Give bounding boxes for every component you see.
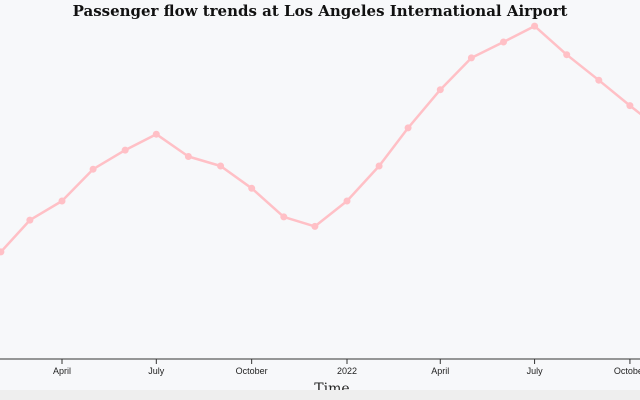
x-tick-label: July <box>527 366 544 376</box>
data-point <box>375 162 383 170</box>
data-point <box>343 197 351 205</box>
data-point <box>184 153 192 160</box>
data-point <box>311 222 319 230</box>
chart-title: Passenger flow trends at Los Angeles Int… <box>72 2 568 20</box>
bottom-scroll-band <box>0 390 640 400</box>
x-tick-label: October <box>236 366 268 376</box>
data-point <box>595 76 603 84</box>
x-tick-label: October <box>614 366 640 376</box>
data-point <box>467 54 475 62</box>
data-point <box>404 124 412 132</box>
data-point <box>121 146 129 154</box>
series-line <box>0 24 640 254</box>
x-tick-label: April <box>53 366 71 376</box>
data-point <box>436 86 444 94</box>
x-tick-label: 2022 <box>337 366 357 376</box>
data-point <box>531 22 539 30</box>
data-point <box>58 197 66 205</box>
data-point <box>152 130 160 138</box>
x-tick-label: July <box>148 366 165 376</box>
data-point <box>0 248 5 256</box>
data-point <box>626 102 634 110</box>
data-point <box>217 162 225 170</box>
data-point <box>26 216 34 224</box>
data-point <box>89 165 97 173</box>
data-point <box>280 213 288 221</box>
data-point <box>248 184 256 192</box>
x-tick-label: April <box>431 366 449 376</box>
data-point <box>563 51 571 59</box>
data-point <box>500 38 507 46</box>
